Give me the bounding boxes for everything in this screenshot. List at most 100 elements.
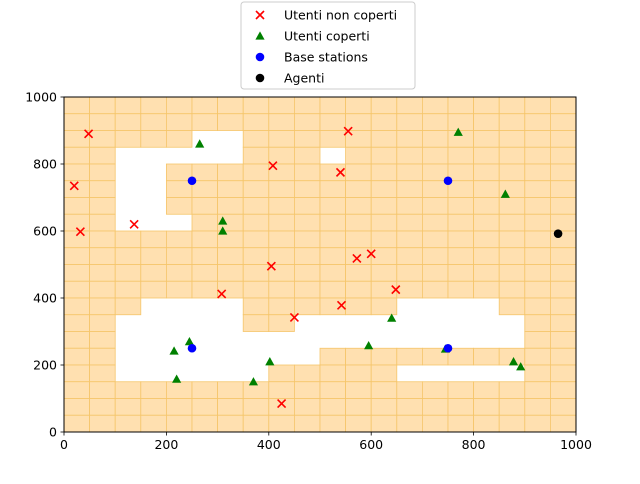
coverage-cell bbox=[293, 364, 321, 383]
coverage-cell bbox=[447, 230, 475, 249]
coverage-cell bbox=[165, 96, 193, 115]
coverage-cell bbox=[473, 130, 500, 148]
coverage-cell bbox=[396, 247, 423, 265]
coverage-cell bbox=[319, 414, 347, 433]
coverage-cell bbox=[498, 130, 526, 148]
coverage-cell bbox=[89, 414, 116, 433]
coverage-cell bbox=[191, 213, 219, 232]
coverage-cell bbox=[447, 96, 475, 115]
legend-label-agenti: Agenti bbox=[284, 71, 324, 86]
point-utenti-non-coperti bbox=[352, 253, 362, 264]
coverage-cell bbox=[345, 113, 372, 131]
coverage-cell bbox=[447, 398, 475, 416]
x-tick-label: 0 bbox=[60, 437, 68, 452]
coverage-cell bbox=[370, 398, 398, 416]
coverage-cell bbox=[524, 331, 551, 349]
coverage-cell bbox=[421, 96, 449, 115]
coverage-cell bbox=[114, 130, 142, 148]
x-tick-label: 800 bbox=[462, 437, 486, 452]
coverage-cell bbox=[345, 414, 372, 433]
point-utenti-non-coperti bbox=[217, 289, 227, 299]
point-utenti-coperti bbox=[195, 139, 205, 148]
coverage-cells bbox=[63, 96, 577, 433]
coverage-cell bbox=[89, 180, 116, 198]
coverage-cell bbox=[242, 130, 270, 148]
coverage-cell bbox=[473, 113, 500, 131]
coverage-cell bbox=[473, 180, 500, 198]
coverage-cell bbox=[242, 314, 270, 332]
coverage-cell bbox=[319, 197, 347, 215]
coverage-cell bbox=[217, 197, 244, 215]
coverage-cell bbox=[550, 130, 577, 148]
legend-marker-base-stations bbox=[255, 52, 265, 62]
coverage-cell bbox=[370, 230, 398, 249]
point-utenti-coperti bbox=[500, 189, 510, 198]
coverage-cell bbox=[191, 247, 219, 265]
coverage-cell bbox=[421, 247, 449, 265]
coverage-cell bbox=[370, 180, 398, 198]
coverage-cell bbox=[114, 398, 142, 416]
coverage-cell bbox=[421, 146, 449, 165]
coverage-cell bbox=[191, 163, 219, 182]
coverage-cell bbox=[217, 280, 244, 299]
coverage-cell bbox=[421, 398, 449, 416]
coverage-cell bbox=[191, 197, 219, 215]
coverage-cell bbox=[114, 280, 142, 299]
coverage-cell bbox=[165, 163, 193, 182]
coverage-cell bbox=[447, 347, 475, 366]
coverage-cell bbox=[550, 264, 577, 282]
coverage-cell bbox=[89, 197, 116, 215]
coverage-cell bbox=[524, 398, 551, 416]
coverage-cell bbox=[345, 230, 372, 249]
coverage-cell bbox=[473, 264, 500, 282]
coverage-cell bbox=[268, 213, 295, 232]
coverage-cell bbox=[140, 130, 167, 148]
coverage-cell bbox=[63, 146, 91, 165]
coverage-cell bbox=[165, 180, 193, 198]
coverage-cell bbox=[319, 163, 347, 182]
point-utenti-coperti bbox=[508, 357, 519, 366]
coverage-cell bbox=[370, 297, 398, 316]
coverage-cell bbox=[319, 398, 347, 416]
coverage-cell bbox=[396, 347, 423, 366]
point-base-stations bbox=[443, 176, 453, 186]
coverage-cell bbox=[89, 364, 116, 383]
coverage-cell bbox=[396, 230, 423, 249]
coverage-cell bbox=[165, 381, 193, 399]
coverage-cell bbox=[242, 297, 270, 316]
coverage-cell bbox=[242, 414, 270, 433]
point-utenti-non-coperti bbox=[129, 219, 139, 229]
coverage-cell bbox=[217, 381, 244, 399]
coverage-cell bbox=[421, 280, 449, 299]
coverage-cell bbox=[242, 146, 270, 165]
coverage-cell bbox=[396, 280, 423, 299]
coverage-cell bbox=[421, 230, 449, 249]
coverage-cell bbox=[498, 113, 526, 131]
coverage-cell bbox=[217, 414, 244, 433]
legend-box bbox=[240, 1, 416, 90]
coverage-cell bbox=[114, 96, 142, 115]
coverage-cell bbox=[165, 280, 193, 299]
coverage-cell bbox=[191, 180, 219, 198]
coverage-cell bbox=[319, 180, 347, 198]
coverage-cell bbox=[550, 197, 577, 215]
coverage-cell bbox=[473, 247, 500, 265]
coverage-cell bbox=[89, 297, 116, 316]
coverage-cell bbox=[140, 381, 167, 399]
coverage-cell bbox=[191, 398, 219, 416]
coverage-cell bbox=[345, 213, 372, 232]
x-tick-label: 200 bbox=[154, 437, 178, 452]
point-utenti-non-coperti bbox=[336, 300, 347, 310]
coverage-cell bbox=[89, 146, 116, 165]
coverage-cell bbox=[370, 381, 398, 399]
point-base-stations bbox=[187, 176, 197, 186]
coverage-cell bbox=[345, 280, 372, 299]
coverage-cell bbox=[524, 381, 551, 399]
coverage-cell bbox=[473, 414, 500, 433]
coverage-cell bbox=[447, 197, 475, 215]
coverage-cell bbox=[370, 113, 398, 131]
coverage-cell bbox=[242, 230, 270, 249]
coverage-cell bbox=[524, 197, 551, 215]
coverage-cell bbox=[550, 314, 577, 332]
coverage-cell bbox=[63, 381, 91, 399]
